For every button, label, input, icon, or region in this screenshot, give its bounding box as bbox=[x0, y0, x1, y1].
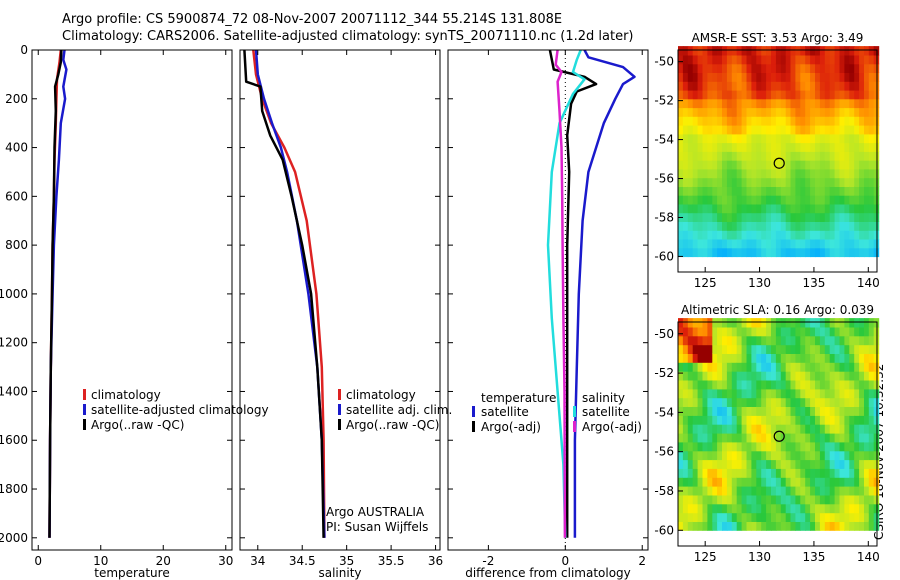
diff-legend-title-temperature: temperature bbox=[481, 391, 556, 405]
sst-lon-tick-label: 125 bbox=[694, 276, 717, 290]
salinity-x-tick-label: 35.5 bbox=[378, 554, 405, 568]
sst-map-image bbox=[678, 46, 880, 258]
sla-lat-tick-label: -52 bbox=[654, 366, 674, 380]
depth-tick-label: 0 bbox=[20, 43, 28, 57]
difference-series-line-0 bbox=[573, 49, 636, 538]
sst-lat-tick-label: -58 bbox=[654, 210, 674, 224]
temperature-series-line-2 bbox=[48, 49, 63, 538]
figure-title-line1: Argo profile: CS 5900874_72 08-Nov-2007 … bbox=[62, 12, 563, 27]
sla-lat-tick-label: -58 bbox=[654, 484, 674, 498]
salinity-axes-frame bbox=[239, 49, 441, 551]
sst-lon-tick-label: 140 bbox=[857, 276, 880, 290]
salinity-series-line-0 bbox=[252, 49, 326, 538]
difference-x-tick-label: -2 bbox=[482, 554, 494, 568]
depth-tick-label: 1800 bbox=[0, 482, 28, 496]
sla-lat-tick-label: -54 bbox=[654, 405, 674, 419]
difference-x-tick-label: 0 bbox=[561, 554, 569, 568]
temperature-legend-swatch-1 bbox=[83, 404, 86, 415]
diff-legend-swatch-1 bbox=[472, 421, 475, 432]
depth-tick-label: 1000 bbox=[0, 287, 28, 301]
difference-x-tick-label: 2 bbox=[638, 554, 646, 568]
depth-tick-label: 200 bbox=[5, 92, 28, 106]
temperature-legend-label-0: climatology bbox=[91, 388, 161, 402]
depth-tick-label: 600 bbox=[5, 189, 28, 203]
depth-tick-label: 1200 bbox=[0, 336, 28, 350]
diff-legend-label-0: satellite bbox=[481, 405, 529, 419]
sla-map-title: Altimetric SLA: 0.16 Argo: 0.039 bbox=[681, 303, 874, 317]
sla-lat-tick-label: -56 bbox=[654, 445, 674, 459]
depth-tick-label: 1400 bbox=[0, 384, 28, 398]
depth-tick-label: 2000 bbox=[0, 531, 28, 545]
temperature-x-tick-label: 30 bbox=[218, 554, 233, 568]
salinity-x-tick-label: 34 bbox=[250, 554, 265, 568]
diff-legend-label-2: satellite bbox=[582, 405, 630, 419]
temperature-axes-frame bbox=[31, 49, 233, 551]
sla-map-image bbox=[678, 318, 880, 531]
sst-float-position-marker bbox=[773, 157, 785, 169]
depth-tick-label: 1600 bbox=[0, 433, 28, 447]
sla-lat-tick-label: -60 bbox=[654, 523, 674, 537]
diff-legend-label-1: Argo(-adj) bbox=[481, 420, 541, 434]
diff-legend-swatch-3 bbox=[573, 421, 576, 432]
difference-series-line-2 bbox=[546, 49, 586, 538]
salinity-legend-swatch-1 bbox=[338, 404, 341, 415]
diff-legend-swatch-0 bbox=[472, 406, 475, 417]
salinity-x-tick-label: 34.5 bbox=[289, 554, 316, 568]
salinity-legend-label-1: satellite adj. clim. bbox=[346, 403, 452, 417]
diff-legend-label-3: Argo(-adj) bbox=[582, 420, 642, 434]
temperature-legend-label-1: satellite-adjusted climatology bbox=[91, 403, 269, 417]
sla-lon-tick-label: 130 bbox=[748, 550, 771, 564]
sla-lat-tick-label: -50 bbox=[654, 327, 674, 341]
figure-title-line2: Climatology: CARS2006. Satellite-adjuste… bbox=[62, 29, 634, 44]
temperature-legend-label-2: Argo(..raw -QC) bbox=[91, 418, 184, 432]
sst-lon-tick-label: 130 bbox=[748, 276, 771, 290]
depth-tick-label: 800 bbox=[5, 238, 28, 252]
diff-legend-title-salinity: salinity bbox=[582, 391, 625, 405]
temperature-x-axis-label: temperature bbox=[94, 566, 169, 580]
sst-lon-tick-label: 135 bbox=[802, 276, 825, 290]
difference-axes-frame bbox=[447, 49, 649, 551]
sst-lat-tick-label: -56 bbox=[654, 172, 674, 186]
temperature-x-tick-label: 10 bbox=[93, 554, 108, 568]
temperature-legend-swatch-0 bbox=[83, 389, 86, 400]
sst-lat-tick-label: -52 bbox=[654, 94, 674, 108]
salinity-legend-swatch-2 bbox=[338, 419, 341, 430]
sla-lon-tick-label: 125 bbox=[694, 550, 717, 564]
salinity-x-axis-label: salinity bbox=[318, 566, 361, 580]
depth-tick-label: 400 bbox=[5, 141, 28, 155]
salinity-x-tick-label: 35 bbox=[339, 554, 354, 568]
credit-annotation-line2: PI: Susan Wijffels bbox=[326, 520, 428, 534]
sst-lat-tick-label: -50 bbox=[654, 55, 674, 69]
sla-float-position-marker bbox=[773, 430, 785, 442]
salinity-legend-label-2: Argo(..raw -QC) bbox=[346, 418, 439, 432]
temperature-legend-swatch-2 bbox=[83, 419, 86, 430]
diff-legend-swatch-2 bbox=[573, 406, 576, 417]
sst-lat-tick-label: -54 bbox=[654, 133, 674, 147]
salinity-x-tick-label: 36 bbox=[428, 554, 443, 568]
temperature-x-tick-label: 20 bbox=[156, 554, 171, 568]
difference-series-line-1 bbox=[548, 49, 598, 538]
sst-map-frame bbox=[677, 49, 878, 273]
salinity-legend-swatch-0 bbox=[338, 389, 341, 400]
sst-map-title: AMSR-E SST: 3.53 Argo: 3.49 bbox=[692, 31, 864, 45]
credit-annotation-line1: Argo AUSTRALIA bbox=[326, 505, 425, 519]
salinity-legend-label-0: climatology bbox=[346, 388, 416, 402]
sla-map-frame bbox=[677, 321, 878, 547]
difference-series-line-3 bbox=[554, 49, 567, 538]
salinity-series-line-2 bbox=[243, 49, 325, 538]
difference-x-axis-label: difference from climatology bbox=[465, 566, 631, 580]
sla-lon-tick-label: 135 bbox=[802, 550, 825, 564]
sla-lon-tick-label: 140 bbox=[857, 550, 880, 564]
sst-lat-tick-label: -60 bbox=[654, 249, 674, 263]
temperature-x-tick-label: 0 bbox=[34, 554, 42, 568]
